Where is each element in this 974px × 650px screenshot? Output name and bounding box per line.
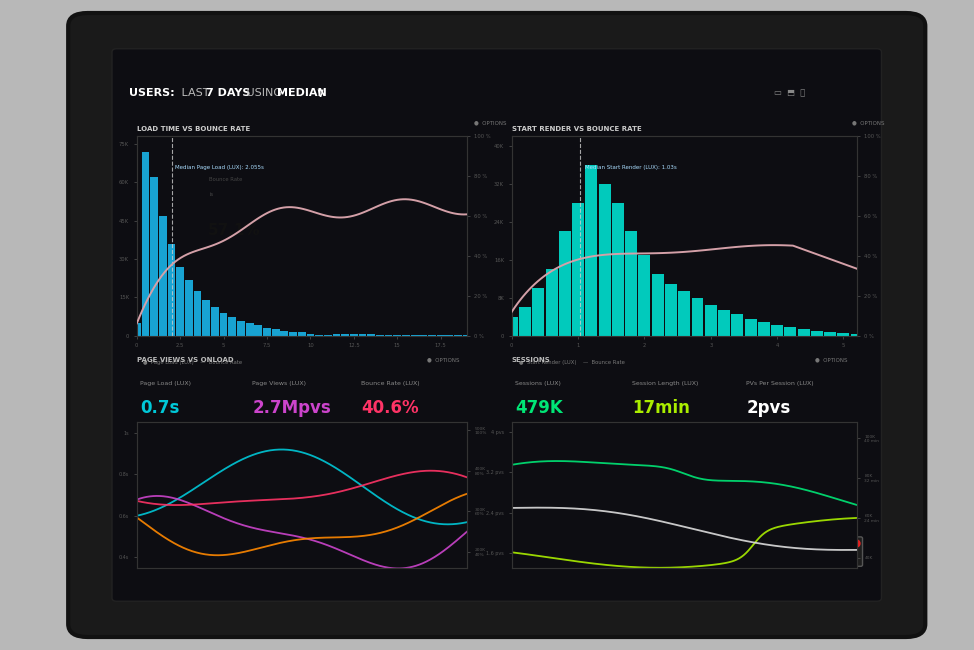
Text: START RENDER VS BOUNCE RATE: START RENDER VS BOUNCE RATE xyxy=(511,125,642,131)
Bar xyxy=(159,216,167,336)
Text: 7 DAYS: 7 DAYS xyxy=(206,88,251,98)
Bar xyxy=(298,332,306,336)
Bar xyxy=(692,298,703,336)
Bar xyxy=(272,329,280,336)
Text: ●  OPTIONS: ● OPTIONS xyxy=(815,357,847,362)
Bar xyxy=(185,280,193,336)
Bar xyxy=(254,325,262,336)
Bar xyxy=(585,164,597,336)
Text: 17min: 17min xyxy=(632,398,691,417)
Bar xyxy=(718,309,730,336)
Text: 40.6%: 40.6% xyxy=(361,398,419,417)
FancyBboxPatch shape xyxy=(112,49,881,601)
Text: ●  Start Render (LUX)    —  Bounce Rate: ● Start Render (LUX) — Bounce Rate xyxy=(518,359,624,365)
Text: MEDIAN: MEDIAN xyxy=(277,88,326,98)
Bar xyxy=(141,151,149,336)
Bar xyxy=(678,291,691,336)
Text: 2pvs: 2pvs xyxy=(746,398,791,417)
Bar xyxy=(211,307,219,336)
Bar xyxy=(307,334,315,336)
Text: ●  Page Load (LUX)    —  Bounce Rate: ● Page Load (LUX) — Bounce Rate xyxy=(143,359,243,365)
Bar xyxy=(545,269,557,336)
Bar xyxy=(811,331,823,336)
Text: 0.7s: 0.7s xyxy=(140,398,179,417)
Bar xyxy=(612,203,624,336)
Bar xyxy=(639,255,651,336)
Bar xyxy=(559,231,571,336)
Bar xyxy=(652,274,663,336)
Bar xyxy=(838,333,849,336)
Bar xyxy=(220,313,228,336)
Bar xyxy=(245,323,253,336)
Bar xyxy=(194,291,202,336)
Bar xyxy=(237,321,244,336)
Bar xyxy=(367,335,375,336)
Bar xyxy=(533,288,544,336)
Text: Session Length (LUX): Session Length (LUX) xyxy=(632,381,699,386)
FancyBboxPatch shape xyxy=(829,537,863,566)
Bar xyxy=(798,329,809,336)
Bar xyxy=(281,331,288,336)
Bar xyxy=(358,334,366,336)
Bar xyxy=(784,327,797,336)
Bar xyxy=(665,283,677,336)
Bar xyxy=(203,300,210,336)
Bar xyxy=(519,307,531,336)
Bar xyxy=(385,335,393,336)
Text: LAST: LAST xyxy=(178,88,213,98)
Text: LOAD TIME VS BOUNCE RATE: LOAD TIME VS BOUNCE RATE xyxy=(136,125,250,131)
Text: SESSIONS: SESSIONS xyxy=(511,357,550,363)
Bar xyxy=(150,177,158,336)
Bar xyxy=(132,323,140,336)
Bar xyxy=(350,334,357,336)
Text: Bounce Rate (LUX): Bounce Rate (LUX) xyxy=(361,381,420,386)
Text: Median Start Render (LUX): 1.03s: Median Start Render (LUX): 1.03s xyxy=(585,166,677,170)
Bar xyxy=(454,335,462,336)
Bar xyxy=(341,334,349,336)
Text: Sessions (LUX): Sessions (LUX) xyxy=(515,381,561,386)
Text: ●  OPTIONS: ● OPTIONS xyxy=(473,120,506,125)
Bar xyxy=(850,334,863,336)
Text: Page Views (LUX): Page Views (LUX) xyxy=(252,381,306,386)
Text: ▭  ⬒  ❓: ▭ ⬒ ❓ xyxy=(774,88,805,98)
Text: Page Load (LUX): Page Load (LUX) xyxy=(140,381,191,386)
Text: Median Page Load (LUX): 2.055s: Median Page Load (LUX): 2.055s xyxy=(175,166,264,170)
Bar xyxy=(705,305,717,336)
Text: ▭: ▭ xyxy=(841,549,850,559)
Bar xyxy=(332,333,340,336)
Bar xyxy=(824,332,836,336)
Text: ●  OPTIONS: ● OPTIONS xyxy=(852,120,884,125)
Bar xyxy=(289,332,297,336)
Bar xyxy=(228,317,236,336)
Bar xyxy=(263,328,271,336)
Bar xyxy=(316,335,323,336)
Text: 479K: 479K xyxy=(515,398,563,417)
Bar xyxy=(771,326,783,336)
Text: USERS:: USERS: xyxy=(130,88,175,98)
Bar xyxy=(599,184,611,336)
Bar xyxy=(420,335,428,336)
Text: ∨: ∨ xyxy=(316,86,324,99)
Text: 2.7Mpvs: 2.7Mpvs xyxy=(252,398,331,417)
Bar xyxy=(625,231,637,336)
Text: ●  OPTIONS: ● OPTIONS xyxy=(428,357,460,362)
FancyBboxPatch shape xyxy=(68,13,925,637)
Bar xyxy=(176,266,184,336)
Bar xyxy=(168,244,175,336)
Text: USING: USING xyxy=(244,88,285,98)
Bar xyxy=(731,315,743,336)
Bar xyxy=(744,319,757,336)
Bar xyxy=(758,322,769,336)
Bar xyxy=(572,203,584,336)
Text: PAGE VIEWS VS ONLOAD: PAGE VIEWS VS ONLOAD xyxy=(136,357,234,363)
Bar xyxy=(506,317,518,336)
Text: PVs Per Session (LUX): PVs Per Session (LUX) xyxy=(746,381,814,386)
